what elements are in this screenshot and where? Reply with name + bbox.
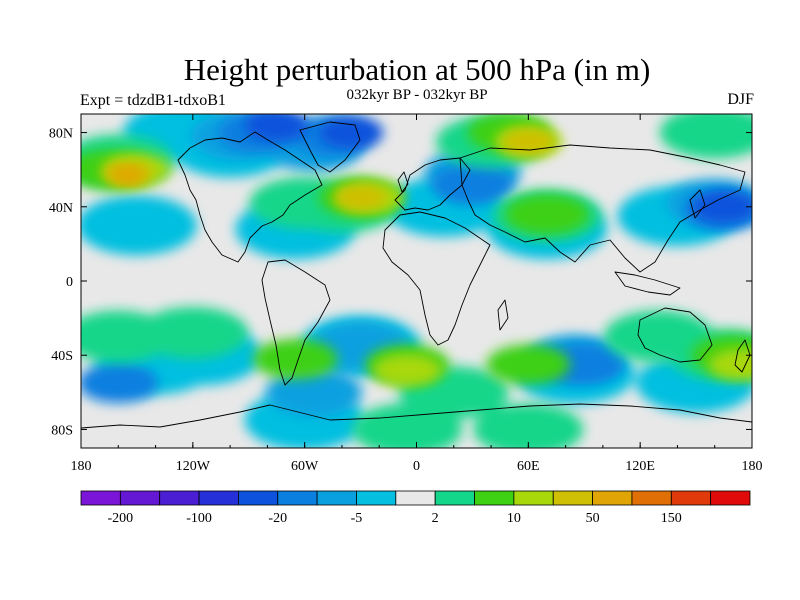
coastline-north-america	[177, 131, 323, 263]
field-region	[244, 114, 309, 142]
field-dark-blue	[244, 114, 752, 223]
field-region	[334, 184, 387, 211]
colorbar-box	[277, 490, 318, 506]
field-region	[253, 338, 338, 379]
y-tick-label: 40S	[51, 349, 73, 364]
colorbar-box	[434, 490, 475, 506]
field-layer	[81, 114, 752, 448]
field-region	[432, 164, 513, 205]
coastline-antarctica	[81, 403, 752, 429]
field-region	[352, 403, 463, 448]
colorbar-label: -5	[351, 511, 363, 526]
map-area	[81, 114, 752, 448]
coastline-europe	[394, 157, 471, 211]
field-region	[81, 310, 174, 363]
colorbar-box	[513, 490, 554, 506]
coastline-australia	[637, 307, 713, 363]
field-region	[111, 166, 144, 185]
colorbar-label: 10	[507, 511, 521, 526]
colorbar-label: -100	[186, 511, 212, 526]
coastline-south-america	[261, 259, 331, 386]
x-tick-label: 60W	[291, 459, 319, 474]
field-region	[486, 344, 571, 385]
experiment-label: Expt = tdzdB1-tdxoB1	[80, 92, 226, 109]
y-tick-label: 0	[66, 275, 73, 290]
plot-title: Height perturbation at 500 hPa (in m)	[183, 52, 651, 87]
x-tick-label: 60E	[517, 459, 540, 474]
y-tick-label: 80N	[49, 127, 73, 142]
field-region	[373, 354, 442, 387]
colorbar-box	[80, 490, 121, 506]
colorbar-label: 2	[432, 511, 439, 526]
colorbar-box	[159, 490, 200, 506]
field-region	[659, 114, 752, 159]
season-label: DJF	[727, 91, 754, 108]
field-region	[319, 116, 384, 149]
colorbar-label: -20	[268, 511, 287, 526]
x-tick-label: 0	[413, 459, 420, 474]
colorbar-box	[592, 490, 633, 506]
colorbar-box	[119, 490, 161, 506]
colorbar-box	[316, 490, 357, 506]
colorbar-box	[474, 490, 515, 506]
coastline-japan	[689, 189, 706, 219]
colorbar-box	[356, 490, 397, 506]
x-tick-label: 180	[71, 459, 92, 474]
y-tick-label: 40N	[49, 201, 73, 216]
field-region	[708, 348, 752, 381]
coastline-asia	[459, 144, 746, 273]
period-label: 032kyr BP - 032kyr BP	[346, 87, 488, 103]
field-region	[692, 190, 752, 223]
colorbar-box	[238, 490, 279, 506]
coastline-africa	[382, 211, 491, 346]
colorbar-box	[552, 490, 593, 506]
colorbar-box	[198, 490, 239, 506]
colorbar: -200 -100 -20 -5 2 10 50 150	[80, 490, 751, 526]
field-orange	[111, 166, 144, 185]
coastline-british-isles	[397, 171, 409, 193]
coastline-indonesia	[614, 271, 681, 296]
coastline-greenland	[299, 121, 361, 173]
axes: 180 120W 60W 0 60E 120E 180 80N 40N 0 40S 80S	[49, 114, 763, 474]
field-region	[473, 403, 584, 448]
colorbar-box	[670, 490, 712, 506]
colorbar-box	[395, 490, 436, 506]
field-region	[81, 363, 159, 404]
field-region	[502, 128, 555, 155]
x-tick-label: 120E	[625, 459, 655, 474]
coastlines	[81, 121, 752, 429]
colorbar-box	[631, 490, 672, 506]
x-tick-label: 180	[742, 459, 763, 474]
coastline-new-zealand	[734, 339, 751, 373]
colorbar-label: -200	[108, 511, 134, 526]
coastline-madagascar	[497, 299, 509, 331]
x-tick-label: 120W	[176, 459, 211, 474]
colorbar-box	[710, 490, 751, 506]
field-region	[504, 194, 589, 235]
colorbar-label: 50	[586, 511, 600, 526]
colorbar-label: 150	[661, 511, 682, 526]
y-tick-label: 80S	[51, 423, 73, 438]
field-region	[81, 195, 197, 256]
field-teal-green	[81, 114, 752, 448]
